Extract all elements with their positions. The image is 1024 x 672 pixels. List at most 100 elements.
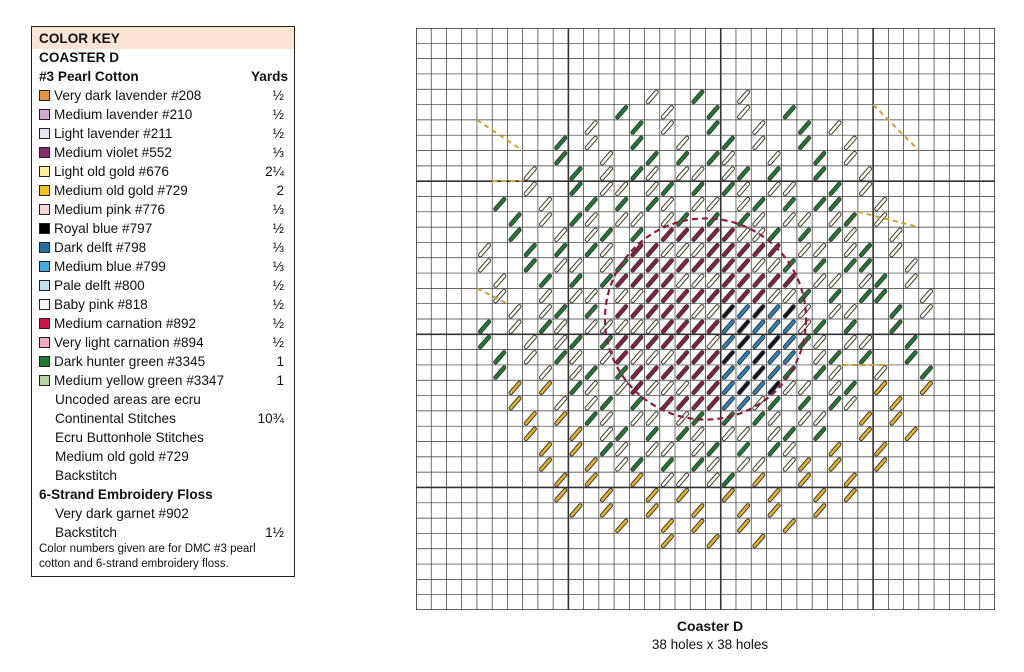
stitch-mark	[677, 274, 689, 287]
stitch-mark	[616, 519, 628, 532]
stitch-mark	[692, 442, 704, 456]
stitch-mark	[524, 412, 536, 425]
stitch-mark	[844, 473, 856, 487]
color-key-item: Baby pink #818 ½	[39, 295, 288, 314]
stitch-mark	[814, 351, 826, 364]
stitch-mark	[555, 335, 567, 349]
old-gold-backstitch-row: Medium old gold #729	[55, 449, 189, 464]
stitch-mark	[722, 151, 734, 165]
stitch-mark	[600, 151, 613, 165]
stitch-mark	[722, 305, 734, 318]
backstitch-label: Backstitch	[55, 468, 117, 483]
stitch-mark	[646, 381, 658, 395]
stitch-mark	[768, 167, 780, 180]
stitch-mark	[646, 90, 658, 104]
stitch-mark	[646, 504, 658, 517]
stitch-mark	[798, 381, 811, 395]
stitch-mark	[738, 504, 750, 517]
stitch-mark	[905, 427, 917, 441]
color-key-item-yards: 1	[276, 354, 284, 369]
color-key-item-yards: 2	[276, 183, 284, 198]
stitch-mark	[570, 259, 582, 272]
color-key-item-yards: ⅓	[272, 202, 284, 217]
stitch-mark	[783, 305, 795, 318]
stitch-mark	[692, 427, 704, 441]
stitch-mark	[677, 228, 689, 241]
stitch-mark	[631, 289, 643, 303]
stitch-mark	[829, 366, 841, 379]
stitch-mark	[707, 366, 719, 379]
stitch-mark	[844, 320, 856, 333]
color-key-item: Medium old gold #729 2	[39, 181, 288, 200]
stitch-mark	[738, 90, 750, 104]
stitch-mark	[814, 274, 826, 287]
stitch-mark	[631, 136, 643, 150]
stitch-mark	[631, 335, 643, 349]
stitch-mark	[707, 197, 719, 211]
color-swatch	[39, 242, 50, 253]
stitch-mark	[494, 197, 506, 211]
garnet-row: Very dark garnet #902	[55, 506, 189, 521]
stitch-mark	[661, 213, 673, 226]
stitch-mark	[738, 351, 750, 364]
stitch-mark	[600, 442, 613, 456]
stitch-mark	[661, 351, 673, 364]
stitch-mark	[920, 366, 933, 379]
stitch-mark	[677, 305, 689, 318]
stitch-mark	[722, 182, 734, 196]
color-key-item-label: Medium yellow green #3347	[54, 373, 225, 388]
stitch-mark	[616, 289, 628, 303]
stitch-mark	[783, 213, 795, 226]
stitch-mark	[692, 228, 704, 241]
stitch-mark	[692, 197, 704, 211]
stitch-mark	[524, 167, 536, 180]
color-key-item-yards: 2¼	[265, 164, 284, 179]
stitch-mark	[539, 366, 552, 379]
stitch-mark	[844, 213, 856, 226]
stitch-mark	[524, 351, 536, 364]
stitch-mark	[539, 442, 552, 456]
stitch-mark	[798, 213, 811, 226]
stitch-mark	[844, 151, 856, 165]
stitch-mark	[722, 259, 734, 272]
color-key-item-yards: ½	[272, 107, 284, 122]
stitch-mark	[859, 259, 872, 272]
stitch-mark	[677, 351, 689, 364]
stitch-mark	[707, 534, 719, 548]
stitch-mark	[829, 458, 841, 471]
stitch-mark	[783, 197, 795, 211]
stitch-mark	[600, 412, 613, 425]
stitch-mark	[768, 335, 780, 349]
stitch-mark	[783, 442, 795, 456]
stitch-mark	[646, 488, 658, 502]
stitch-mark	[585, 381, 597, 395]
stitch-mark	[631, 243, 643, 257]
stitch-mark	[555, 136, 567, 150]
stitch-mark	[798, 289, 811, 303]
stitch-mark	[875, 442, 887, 456]
color-key-item-label: Medium violet #552	[54, 145, 172, 160]
stitch-mark	[829, 182, 841, 196]
stitch-mark	[707, 381, 719, 395]
continental-label: Continental Stitches	[55, 411, 176, 426]
color-key-item-yards: ½	[272, 221, 284, 236]
stitch-mark	[859, 427, 872, 441]
color-key-item-label: Royal blue #797	[54, 221, 153, 236]
stitch-mark	[600, 259, 613, 272]
stitch-mark	[677, 366, 689, 379]
stitch-mark	[631, 473, 643, 487]
stitch-mark	[875, 289, 887, 303]
stitch-mark	[738, 519, 750, 532]
stitch-mark	[722, 274, 734, 287]
stitch-mark	[722, 366, 734, 379]
stitch-mark	[570, 351, 582, 364]
gold-backstitch-ray	[857, 210, 920, 229]
footnote: Color numbers given are for DMC #3 pearl…	[39, 543, 256, 570]
stitch-mark	[905, 259, 917, 272]
stitch-mark	[738, 381, 750, 395]
stitch-mark	[738, 305, 750, 318]
stitch-mark	[478, 320, 491, 333]
stitch-mark	[616, 197, 628, 211]
stitch-mark	[844, 488, 856, 502]
color-key-item: Pale delft #800 ½	[39, 276, 288, 295]
